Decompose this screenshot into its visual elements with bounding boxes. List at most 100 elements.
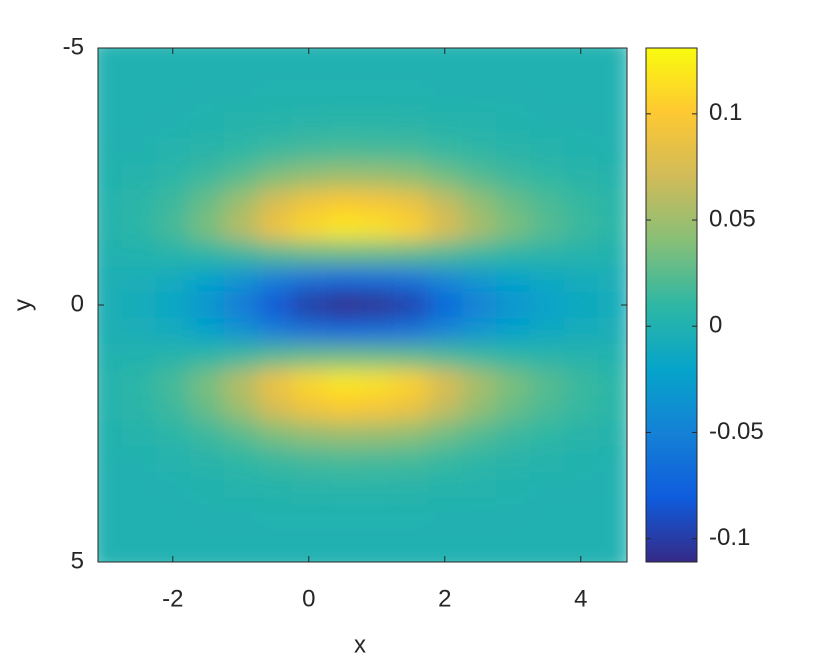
heatmap-cell [98, 420, 123, 447]
heatmap-cell [597, 48, 627, 62]
heatmap-cell [155, 420, 191, 447]
heatmap-cell [223, 137, 259, 165]
heatmap-cell [461, 420, 497, 447]
heatmap-cell [291, 240, 327, 267]
heatmap-cell [291, 60, 327, 88]
heatmap-cell [223, 240, 259, 267]
heatmap-cell [495, 86, 531, 113]
heatmap-cell [393, 472, 429, 499]
heatmap-cell [155, 137, 191, 165]
heatmap-cell [393, 189, 429, 216]
heatmap-cell [291, 86, 327, 113]
heatmap-cell [223, 394, 259, 422]
heatmap-cell [427, 112, 463, 139]
heatmap-cell [98, 497, 123, 524]
heatmap-cell [325, 137, 361, 165]
heatmap-cell [325, 394, 361, 422]
heatmap-cell [597, 86, 627, 113]
heatmap-cell [393, 112, 429, 139]
heatmap-cell [189, 60, 225, 88]
heatmap-cell [98, 317, 123, 345]
heatmap-cell [223, 369, 259, 396]
heatmap-cell [189, 189, 225, 216]
heatmap-cell [291, 215, 327, 242]
heatmap-cell [257, 420, 293, 447]
heatmap-cell [529, 343, 565, 370]
heatmap-cell [393, 343, 429, 370]
heatmap-cell [461, 343, 497, 370]
colorbar [645, 47, 698, 563]
heatmap-cell [427, 240, 463, 267]
heatmap-cell [529, 60, 565, 88]
y-tick-label: -5 [63, 33, 84, 60]
heatmap-cell [461, 86, 497, 113]
heatmap-cell [495, 317, 531, 345]
heatmap-cell [223, 48, 259, 62]
heatmap-cell [325, 240, 361, 267]
heatmap-cell [155, 549, 191, 562]
heatmap-cell [325, 48, 361, 62]
heatmap-cell [223, 215, 259, 242]
heatmap-cell [597, 497, 627, 524]
heatmap-cell [155, 292, 191, 319]
heatmap-cell [257, 60, 293, 88]
heatmap-cell [597, 240, 627, 267]
heatmap-cell [155, 317, 191, 345]
heatmap-cell [495, 215, 531, 242]
heatmap-cell [98, 215, 123, 242]
heatmap-cell [98, 446, 123, 473]
heatmap-cell [257, 343, 293, 370]
heatmap-cell [529, 215, 565, 242]
heatmap-cell [495, 240, 531, 267]
heatmap-cell [495, 292, 531, 319]
heatmap-cell [529, 266, 565, 293]
heatmap-cell [359, 369, 395, 396]
heatmap-cell [325, 292, 361, 319]
heatmap-cell [427, 497, 463, 524]
heatmap-cell [427, 472, 463, 499]
heatmap-cell [529, 240, 565, 267]
heatmap-cell [563, 317, 599, 345]
heatmap-cell [121, 86, 157, 113]
heatmap-cell [223, 86, 259, 113]
heatmap-cell [529, 163, 565, 190]
heatmap-cell [529, 369, 565, 396]
heatmap-cell [257, 266, 293, 293]
heatmap-cell [529, 420, 565, 447]
heatmap-cell [257, 523, 293, 550]
heatmap-cell [257, 497, 293, 524]
heatmap-cell [563, 369, 599, 396]
heatmap-cell [189, 549, 225, 562]
heatmap-cell [325, 497, 361, 524]
heatmap-cell [495, 48, 531, 62]
heatmap-cell [121, 497, 157, 524]
heatmap-cell [189, 240, 225, 267]
heatmap-cell [563, 549, 599, 562]
heatmap-cell [325, 86, 361, 113]
heatmap-cell [563, 343, 599, 370]
colorbar-tick-label: -0.1 [709, 524, 750, 551]
heatmap-cell [325, 317, 361, 345]
heatmap-cell [257, 369, 293, 396]
heatmap-cell [495, 549, 531, 562]
heatmap-cell [325, 189, 361, 216]
heatmap-cell [563, 137, 599, 165]
heatmap-cell [121, 394, 157, 422]
heatmap-cell [223, 343, 259, 370]
heatmap-cell [325, 369, 361, 396]
heatmap-cell [291, 189, 327, 216]
heatmap-cell [155, 60, 191, 88]
heatmap-cell [291, 472, 327, 499]
heatmap-cell [257, 189, 293, 216]
heatmap-cell [427, 266, 463, 293]
heatmap-cell [257, 215, 293, 242]
heatmap-cell [121, 189, 157, 216]
heatmap-cell [495, 137, 531, 165]
heatmap [98, 48, 627, 562]
heatmap-cell [563, 266, 599, 293]
heatmap-cell [189, 472, 225, 499]
heatmap-cell [461, 497, 497, 524]
heatmap-cell [189, 86, 225, 113]
heatmap-cell [98, 394, 123, 422]
heatmap-cell [223, 292, 259, 319]
